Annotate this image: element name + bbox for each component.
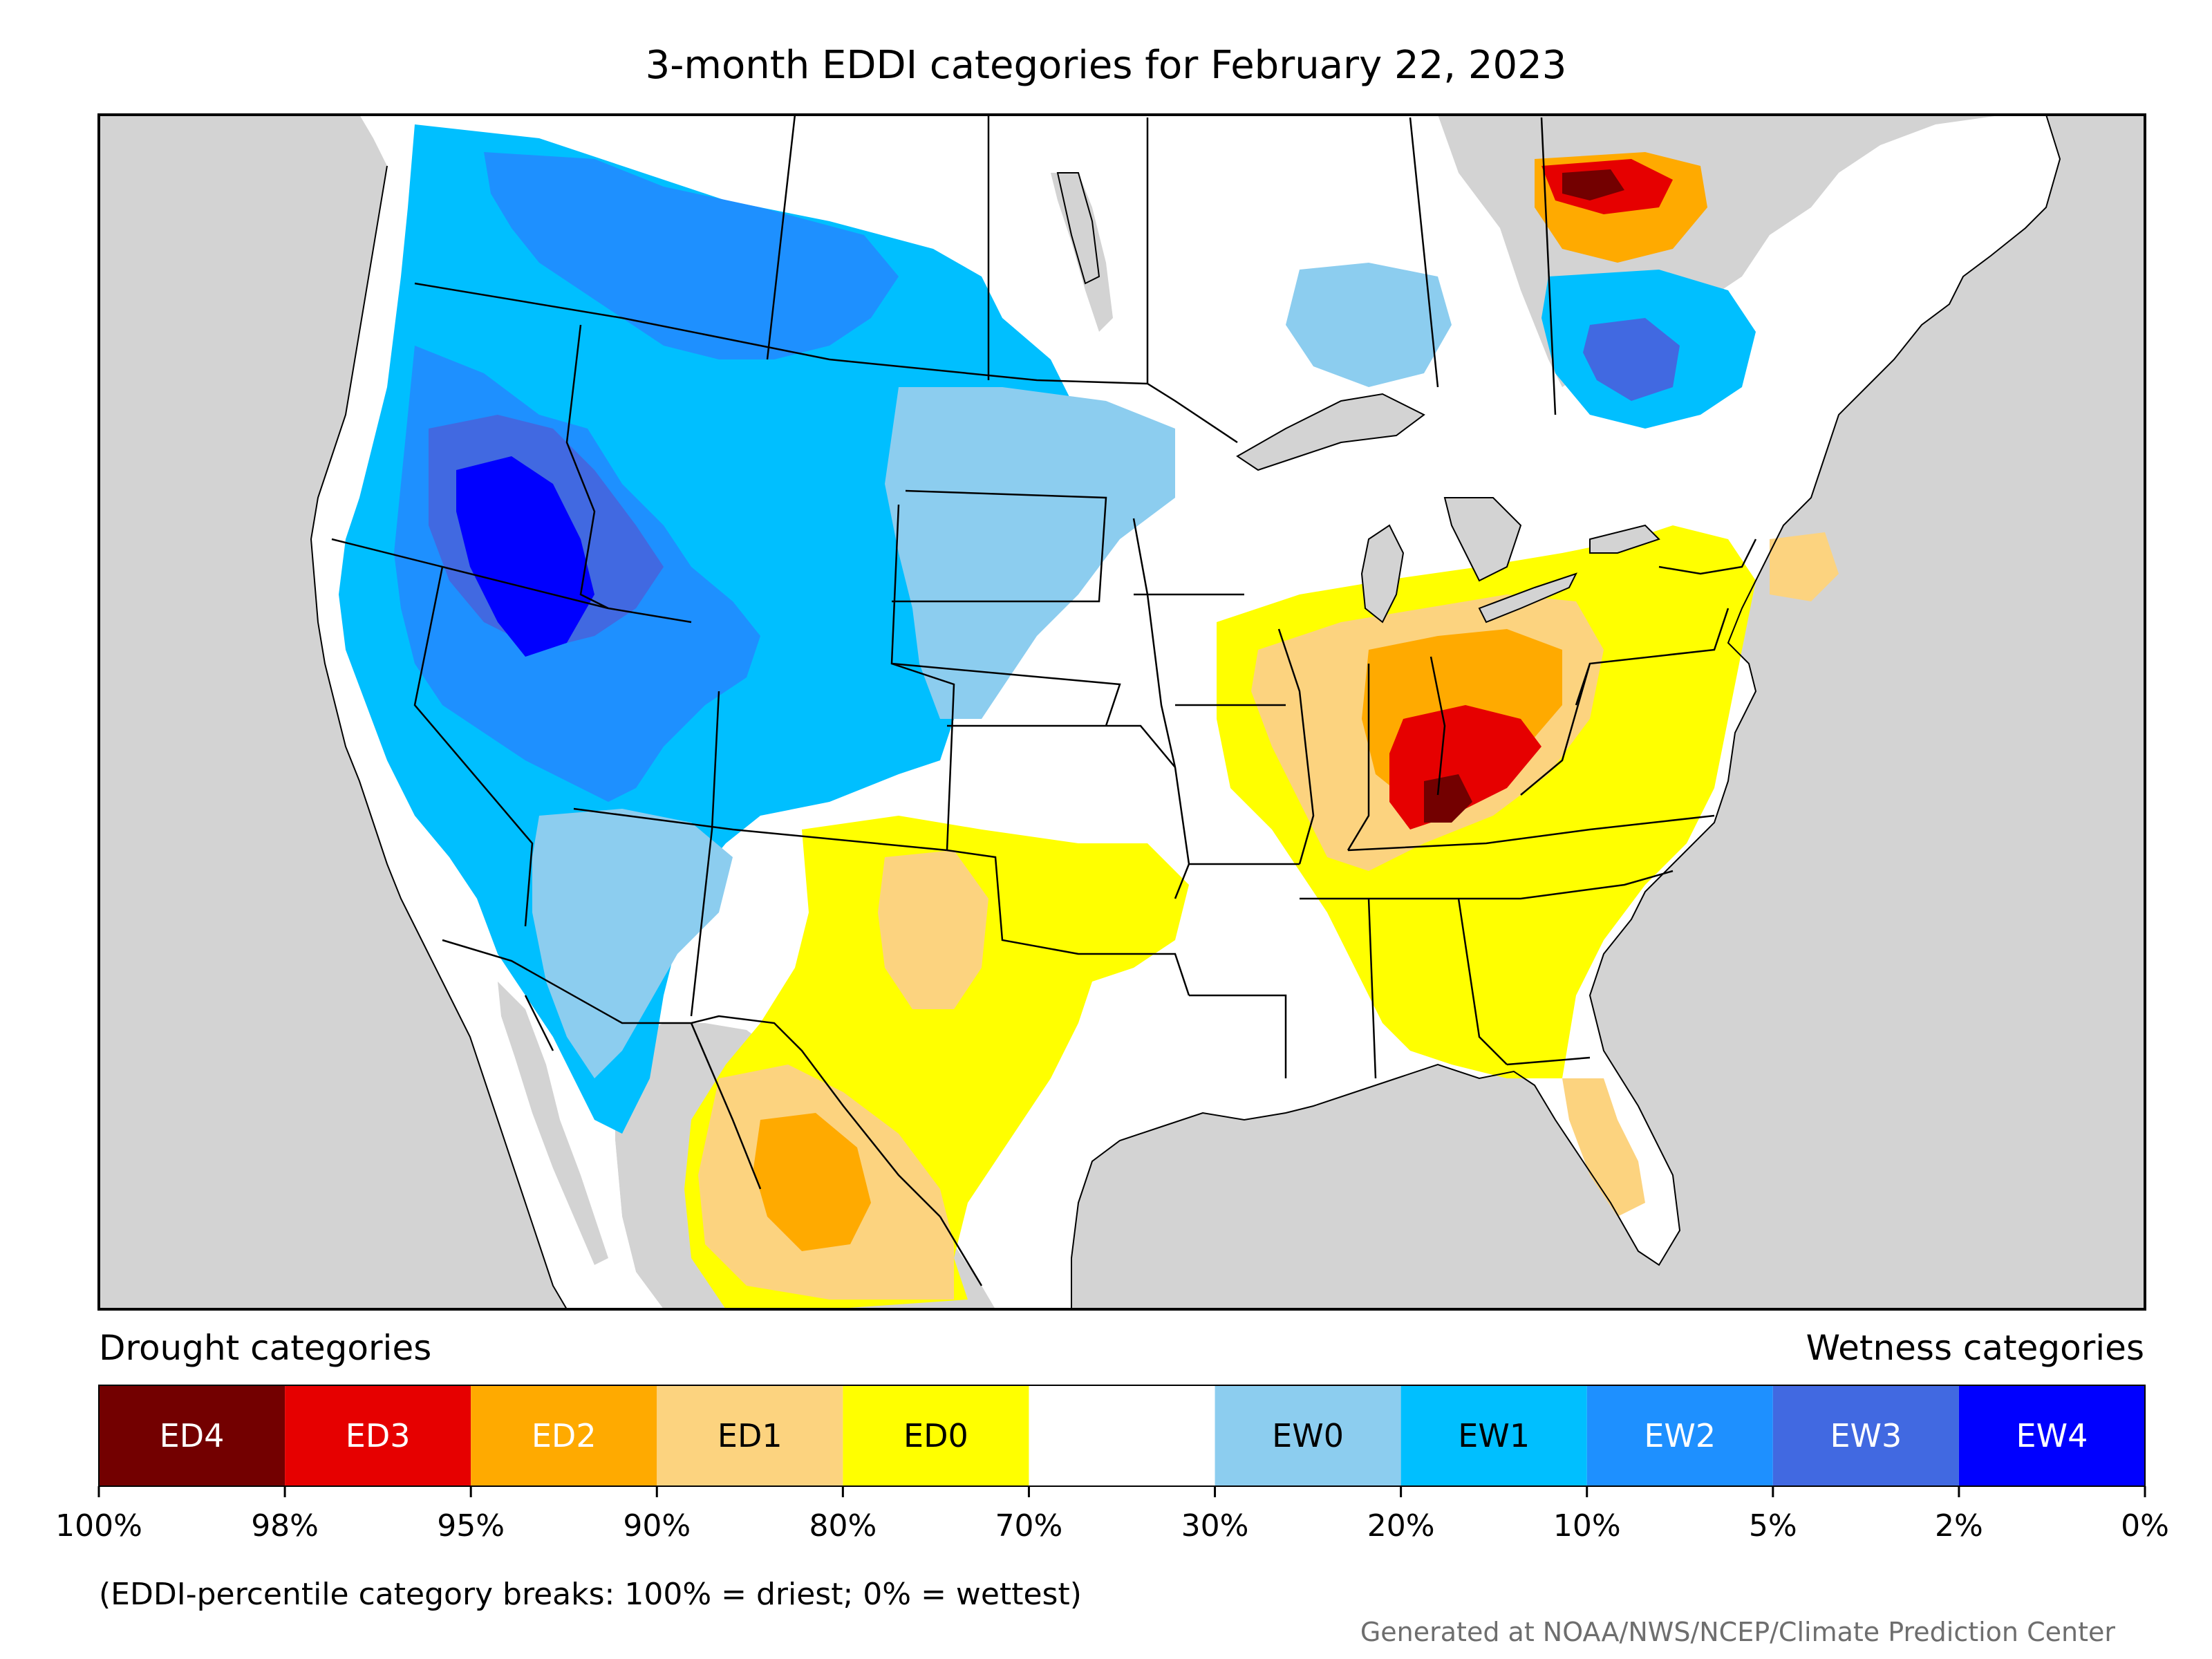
border-us-states-west: [331, 324, 955, 1017]
wetness-region-dakotas-ew0: [885, 387, 1175, 719]
category-label: ED2: [532, 1417, 597, 1454]
category-label: ED3: [346, 1417, 411, 1454]
tick-label: 70%: [995, 1508, 1063, 1544]
drought-region-texas-ed2: [753, 1113, 871, 1251]
wetness-region-quebec-ew3: [1583, 318, 1680, 401]
tick-label: 20%: [1367, 1508, 1435, 1544]
category-swatch: [657, 1385, 843, 1486]
gulf-coastline: [1071, 114, 2061, 1309]
border-us-states-central: [891, 489, 1300, 1078]
category-swatch: [1958, 1385, 2145, 1486]
wetness-categories-heading: Wetness categories: [1806, 1328, 2144, 1368]
tick-label: 80%: [809, 1508, 877, 1544]
category-swatch: [285, 1385, 471, 1486]
category-swatch: [843, 1385, 1029, 1486]
tick-label: 2%: [1935, 1508, 1983, 1544]
lake-erie: [1478, 572, 1577, 624]
category-breaks-note: (EDDI-percentile category breaks: 100% =…: [99, 1577, 1082, 1612]
lake-winnipeg: [1056, 172, 1100, 285]
category-swatch: [1586, 1385, 1773, 1486]
lake-ontario: [1589, 524, 1660, 554]
tick-label: 98%: [251, 1508, 319, 1544]
wetness-region-ontario-ew0: [1286, 263, 1452, 387]
border-us-canada: [414, 282, 1238, 444]
tick-label: 100%: [55, 1508, 142, 1544]
category-swatch: [1029, 1385, 1215, 1486]
category-swatch: [471, 1385, 657, 1486]
wetness-region-great-basin-ew4: [456, 456, 594, 657]
tick-label: 90%: [623, 1508, 691, 1544]
category-swatch: [1400, 1385, 1587, 1486]
tick-label: 95%: [437, 1508, 505, 1544]
tick-label: 10%: [1553, 1508, 1621, 1544]
drought-categories-heading: Drought categories: [99, 1328, 432, 1368]
category-label: EW1: [1458, 1417, 1530, 1454]
map-panel: [97, 113, 2146, 1311]
drought-region-nm-ed1: [878, 850, 988, 1009]
category-label: ED4: [160, 1417, 225, 1454]
coastline: [310, 165, 568, 1310]
tick-label: 0%: [2121, 1508, 2169, 1544]
wetness-region-southwest-ew0: [532, 809, 733, 1078]
category-label: ED0: [903, 1417, 968, 1454]
map-frame: [97, 113, 2146, 1311]
border-canada-provinces: [766, 114, 1557, 415]
category-label: EW4: [2016, 1417, 2088, 1454]
drought-region-florida-ed1: [1562, 1078, 1645, 1217]
drought-region-quebec-ed4: [1562, 169, 1624, 200]
category-label: EW2: [1644, 1417, 1716, 1454]
gulf-of-california: [498, 982, 608, 1265]
category-swatch: [1772, 1385, 1959, 1486]
category-label: ED1: [718, 1417, 782, 1454]
border-us-mexico: [442, 939, 941, 1217]
tick-label: 30%: [1181, 1508, 1249, 1544]
category-label: EW0: [1272, 1417, 1344, 1454]
category-label: EW3: [1830, 1417, 1902, 1454]
lake-superior: [1236, 393, 1425, 471]
drought-region-northeast-ed1: [1770, 532, 1839, 601]
border-mexico-states: [524, 995, 983, 1286]
colorbar-ticks: 100% 98% 95% 90% 80% 70% 30% 20% 10% 5% 2% 0%: [55, 1486, 2169, 1544]
category-swatch: [1215, 1385, 1401, 1486]
political-borders: [331, 114, 1757, 1286]
wetness-region-northwest-ew2-north: [484, 152, 899, 359]
colorbar-outline: [98, 1385, 2146, 1487]
hudson-bay: [1438, 115, 1535, 207]
category-swatch: [99, 1385, 285, 1486]
lake-huron: [1443, 497, 1522, 582]
drought-region-kentucky-ed4: [1424, 774, 1472, 823]
lake-michigan: [1360, 524, 1405, 624]
credit-text: Generated at NOAA/NWS/NCEP/Climate Predi…: [1360, 1617, 2115, 1647]
category-colorbar: ED4 ED3 ED2 ED1 ED0 EW0 EW1 EW2 EW3 EW4: [98, 1385, 2146, 1487]
tick-label: 5%: [1749, 1508, 1797, 1544]
border-us-states-east: [1277, 538, 1757, 1079]
map-title: 3-month EDDI categories for February 22,…: [645, 43, 1567, 88]
